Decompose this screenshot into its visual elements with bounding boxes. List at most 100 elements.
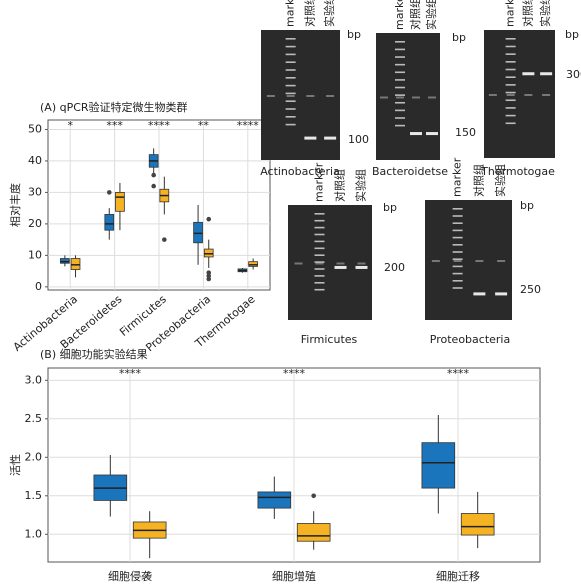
y-axis-label: 活性 bbox=[8, 454, 22, 476]
bp-label: bp bbox=[383, 201, 397, 214]
well bbox=[497, 260, 505, 262]
ladder-band bbox=[395, 41, 405, 43]
ladder-band bbox=[286, 46, 296, 48]
ladder-band bbox=[286, 61, 296, 63]
well bbox=[542, 94, 550, 96]
outlier bbox=[151, 184, 156, 189]
ladder-band bbox=[315, 289, 325, 291]
box bbox=[115, 192, 124, 211]
lane-label: 对照组 bbox=[520, 0, 534, 27]
bp-label: bp bbox=[347, 28, 361, 41]
ladder-band bbox=[315, 275, 325, 277]
significance: ** bbox=[198, 119, 210, 132]
ladder-band bbox=[453, 208, 463, 210]
lane-label: 对照组 bbox=[471, 164, 485, 197]
y-tick-label: 20 bbox=[28, 217, 42, 230]
ladder-band bbox=[395, 125, 405, 127]
ladder-band bbox=[506, 99, 516, 101]
significance: **** bbox=[119, 367, 142, 380]
sample-band bbox=[304, 137, 316, 140]
outlier bbox=[107, 190, 112, 195]
ladder-band bbox=[453, 215, 463, 217]
well bbox=[267, 95, 275, 97]
ladder-band bbox=[453, 266, 463, 268]
well bbox=[358, 263, 366, 265]
ladder-band bbox=[315, 227, 325, 229]
x-tick-label: 细胞迁移 bbox=[436, 570, 480, 583]
ladder-band bbox=[453, 237, 463, 239]
ladder-band bbox=[286, 100, 296, 102]
bp-label: bp bbox=[452, 31, 466, 44]
y-tick-label: 30 bbox=[28, 185, 42, 198]
sample-band bbox=[495, 292, 507, 295]
y-tick-label: 0 bbox=[35, 280, 42, 293]
outlier bbox=[206, 277, 211, 282]
box bbox=[297, 524, 330, 542]
well bbox=[306, 95, 314, 97]
lane-label: 实验组 bbox=[424, 0, 438, 30]
size-label: 150 bbox=[455, 126, 476, 139]
gel-caption: Proteobacteria bbox=[430, 333, 510, 346]
y-tick-label: 10 bbox=[28, 248, 42, 261]
y-tick-label: 2.0 bbox=[25, 450, 43, 463]
box bbox=[105, 214, 114, 230]
ladder-band bbox=[506, 53, 516, 55]
well bbox=[380, 97, 388, 99]
ladder-band bbox=[315, 213, 325, 215]
x-tick-label: 细胞增殖 bbox=[272, 569, 316, 583]
ladder-band bbox=[395, 79, 405, 81]
well bbox=[454, 260, 462, 262]
ladder-band bbox=[506, 69, 516, 71]
ladder-band bbox=[286, 69, 296, 71]
ladder-band bbox=[315, 254, 325, 256]
ladder-band bbox=[506, 92, 516, 94]
figure: (A) qPCR验证特定微生物类群相对丰度01020304050Actinoba… bbox=[0, 0, 581, 584]
significance: * bbox=[67, 119, 73, 132]
lane-label: 实验组 bbox=[354, 169, 368, 202]
y-tick-label: 1.0 bbox=[25, 527, 43, 540]
size-label: 300 bbox=[566, 68, 581, 81]
ladder-band bbox=[395, 49, 405, 51]
chart-title: (A) qPCR验证特定微生物类群 bbox=[40, 100, 188, 114]
ladder-band bbox=[453, 251, 463, 253]
well bbox=[507, 94, 515, 96]
ladder-band bbox=[315, 282, 325, 284]
outlier bbox=[206, 217, 211, 222]
lane-label: marker bbox=[504, 0, 517, 27]
outlier bbox=[311, 493, 316, 498]
ladder-band bbox=[453, 287, 463, 289]
well bbox=[287, 95, 295, 97]
ladder-band bbox=[315, 220, 325, 222]
sample-band bbox=[324, 137, 336, 140]
ladder-band bbox=[453, 222, 463, 224]
ladder-band bbox=[453, 258, 463, 260]
ladder-band bbox=[315, 241, 325, 243]
sample-band bbox=[356, 266, 368, 269]
ladder-band bbox=[315, 261, 325, 263]
ladder-band bbox=[453, 280, 463, 282]
lane-label: marker bbox=[284, 0, 297, 27]
lane-label: marker bbox=[313, 162, 326, 202]
size-label: 250 bbox=[520, 283, 541, 296]
ladder-band bbox=[395, 102, 405, 104]
lane-label: 实验组 bbox=[322, 0, 336, 27]
well bbox=[326, 95, 334, 97]
ladder-band bbox=[286, 77, 296, 79]
ladder-band bbox=[315, 248, 325, 250]
sample-band bbox=[410, 132, 422, 135]
significance: **** bbox=[447, 367, 470, 380]
bp-label: bp bbox=[565, 28, 579, 41]
box bbox=[461, 514, 494, 536]
y-tick-label: 1.5 bbox=[25, 489, 43, 502]
ladder-band bbox=[286, 85, 296, 87]
significance: **** bbox=[283, 367, 306, 380]
box bbox=[204, 249, 213, 257]
well bbox=[489, 94, 497, 96]
lane-label: marker bbox=[451, 157, 464, 197]
y-tick-label: 3.0 bbox=[25, 373, 43, 386]
ladder-band bbox=[395, 117, 405, 119]
sample-band bbox=[426, 132, 438, 135]
sample-band bbox=[540, 72, 552, 75]
ladder-band bbox=[506, 115, 516, 117]
ladder-band bbox=[395, 71, 405, 73]
